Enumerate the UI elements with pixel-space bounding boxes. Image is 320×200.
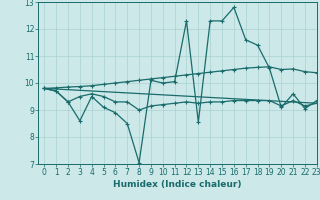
X-axis label: Humidex (Indice chaleur): Humidex (Indice chaleur) bbox=[113, 180, 242, 189]
